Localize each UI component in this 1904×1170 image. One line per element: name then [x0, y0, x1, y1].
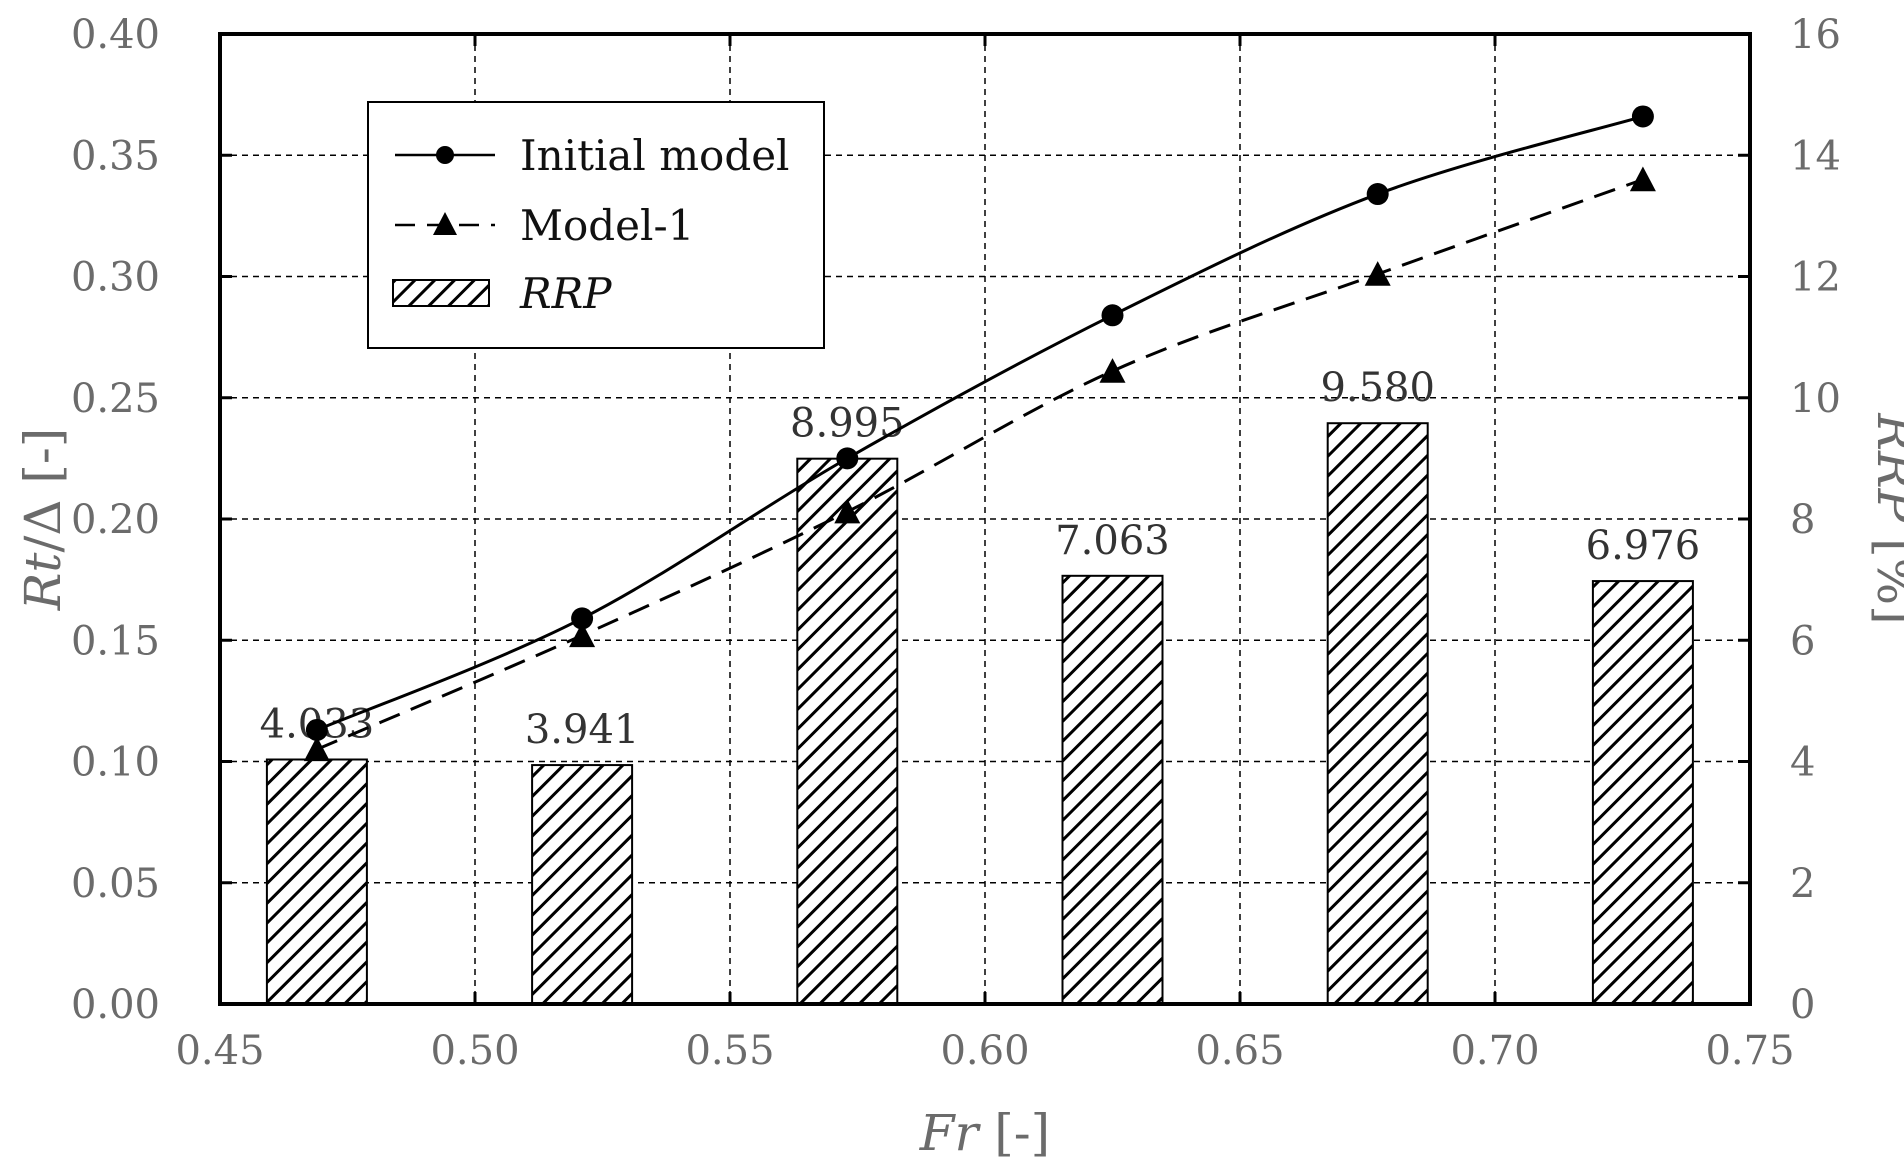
- point-model-1: [1629, 166, 1656, 192]
- y-left-tick-label: 0.15: [71, 618, 160, 664]
- y-right-tick-label: 16: [1790, 12, 1841, 58]
- axes: 0.45 0.50 0.55 0.60 0.65 0.70 0.75 0.00 0.05 0.10…: [71, 12, 1841, 1074]
- y-left-tick-label: 0.35: [71, 133, 160, 179]
- y-right-tick-label: 14: [1790, 133, 1841, 179]
- x-tick-label: 0.55: [685, 1028, 774, 1074]
- bar-rrp: [1326, 422, 1429, 1005]
- bar-rrp: [1061, 574, 1164, 1005]
- x-tick-label: 0.65: [1195, 1028, 1284, 1074]
- y-right-tick-label: 0: [1790, 982, 1815, 1028]
- bar-value-label: 8.995: [790, 401, 905, 447]
- point-initial-model: [1101, 304, 1124, 327]
- y-left-tick-label: 0.40: [71, 12, 160, 58]
- legend-initial-model-marker: [436, 146, 454, 164]
- bar-rrp: [1591, 580, 1694, 1006]
- point-model-1: [1364, 261, 1391, 286]
- point-initial-model: [305, 718, 328, 741]
- bar-rrp: [531, 764, 634, 1006]
- x-tick-label: 0.60: [940, 1028, 1029, 1074]
- point-initial-model: [1366, 183, 1389, 206]
- bar-value-label: 3.941: [525, 707, 640, 753]
- y-right-tick-label: 12: [1790, 255, 1841, 301]
- series-line-initial-model: [316, 115, 1644, 732]
- y-right-tick-label: 4: [1790, 740, 1815, 786]
- y-left-tick-label: 0.05: [71, 861, 160, 907]
- y-left-tick-label: 0.25: [71, 376, 160, 422]
- y-right-tick-label: 2: [1790, 861, 1815, 907]
- legend-model-1-marker: [433, 212, 457, 235]
- y-left-tick-label: 0.30: [71, 255, 160, 301]
- bar-value-label: 6.976: [1586, 523, 1701, 569]
- legend-rrp-swatch: [392, 279, 490, 307]
- bar-rrp: [265, 758, 368, 1006]
- point-model-1: [1099, 358, 1126, 383]
- point-model-1: [569, 622, 596, 648]
- legend-initial-model-label: Initial model: [520, 131, 790, 180]
- y-left-tick-label: 0.20: [71, 497, 160, 543]
- bar-value-label: 9.580: [1320, 365, 1435, 411]
- legend-rrp-label: RRP: [519, 269, 612, 318]
- y-right-axis-title: RRP [%]: [1866, 412, 1904, 624]
- point-model-1: [834, 498, 861, 524]
- y-left-axis-title: Rt/Δ [-]: [14, 428, 72, 612]
- bar-value-label: 7.063: [1055, 518, 1170, 564]
- y-right-tick-label: 6: [1790, 618, 1815, 664]
- legend-model-1-label: Model-1: [520, 201, 694, 250]
- x-tick-label: 0.45: [175, 1028, 264, 1074]
- point-initial-model: [1631, 105, 1654, 128]
- point-initial-model: [836, 447, 859, 470]
- x-tick-label: 0.70: [1450, 1028, 1539, 1074]
- x-tick-label: 0.50: [430, 1028, 519, 1074]
- lines: [303, 105, 1656, 762]
- y-right-tick-label: 10: [1790, 376, 1841, 422]
- x-tick-label: 0.75: [1705, 1028, 1794, 1074]
- point-initial-model: [571, 607, 594, 630]
- bar-rrp: [796, 457, 899, 1006]
- x-axis-title: Fr [-]: [919, 1104, 1050, 1162]
- legend: Initial model Model-1 RRP: [367, 101, 825, 349]
- point-model-1: [303, 736, 330, 762]
- y-left-tick-label: 0.10: [71, 740, 160, 786]
- y-right-tick-label: 8: [1790, 497, 1815, 543]
- y-left-tick-label: 0.00: [71, 982, 160, 1028]
- series-line-model-1: [316, 178, 1644, 751]
